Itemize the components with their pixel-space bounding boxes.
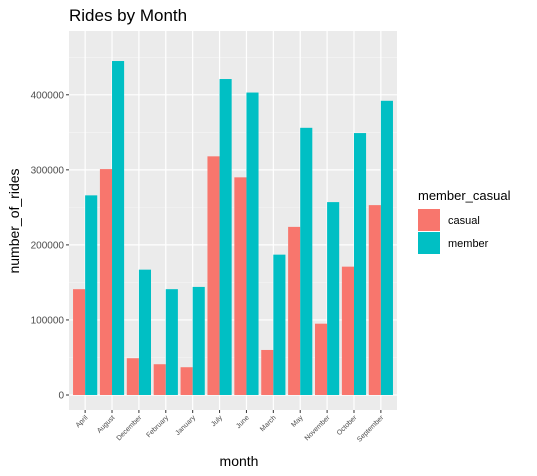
bar-member-july — [219, 79, 232, 395]
legend-key-casual — [418, 209, 440, 231]
legend-label-casual: casual — [448, 215, 480, 227]
y-tick-label: 300000 — [31, 165, 65, 176]
bar-casual-april — [73, 289, 86, 395]
y-axis: 0 100000 200000 300000 400000 — [31, 90, 69, 401]
chart-title: Rides by Month — [69, 6, 187, 25]
bar-casual-january — [180, 367, 193, 395]
bar-casual-july — [207, 156, 220, 395]
bar-casual-june — [234, 177, 247, 395]
bar-member-october — [353, 133, 367, 395]
y-tick-label: 400000 — [31, 90, 65, 101]
bar-member-march — [273, 254, 286, 395]
bar-casual-august — [99, 169, 113, 395]
y-tick-label: 100000 — [31, 315, 65, 326]
legend-title: member_casual — [418, 188, 511, 203]
legend-label-member: member — [448, 238, 489, 250]
bar-casual-september — [368, 205, 381, 395]
y-tick-label: 200000 — [31, 240, 65, 251]
bar-casual-march — [261, 349, 274, 395]
bar-member-may — [300, 127, 313, 395]
bar-member-february — [165, 289, 178, 395]
legend-key-member — [418, 232, 440, 254]
bar-member-november — [327, 202, 340, 395]
bar-member-june — [246, 92, 259, 395]
bar-casual-february — [153, 364, 166, 395]
bars — [73, 61, 393, 395]
bar-casual-december — [126, 358, 139, 395]
y-tick-label: 0 — [58, 390, 64, 401]
bar-casual-october — [341, 266, 354, 395]
bar-casual-may — [288, 226, 301, 395]
legend: member_casual casual member — [418, 188, 511, 254]
bar-member-august — [112, 61, 125, 395]
bar-member-january — [192, 286, 205, 395]
bar-member-december — [138, 269, 151, 395]
bar-member-april — [85, 195, 98, 395]
y-axis-title: number_of_rides — [6, 168, 22, 273]
bar-member-september — [380, 100, 393, 395]
bar-casual-november — [315, 323, 328, 395]
x-axis-title: month — [220, 453, 259, 469]
